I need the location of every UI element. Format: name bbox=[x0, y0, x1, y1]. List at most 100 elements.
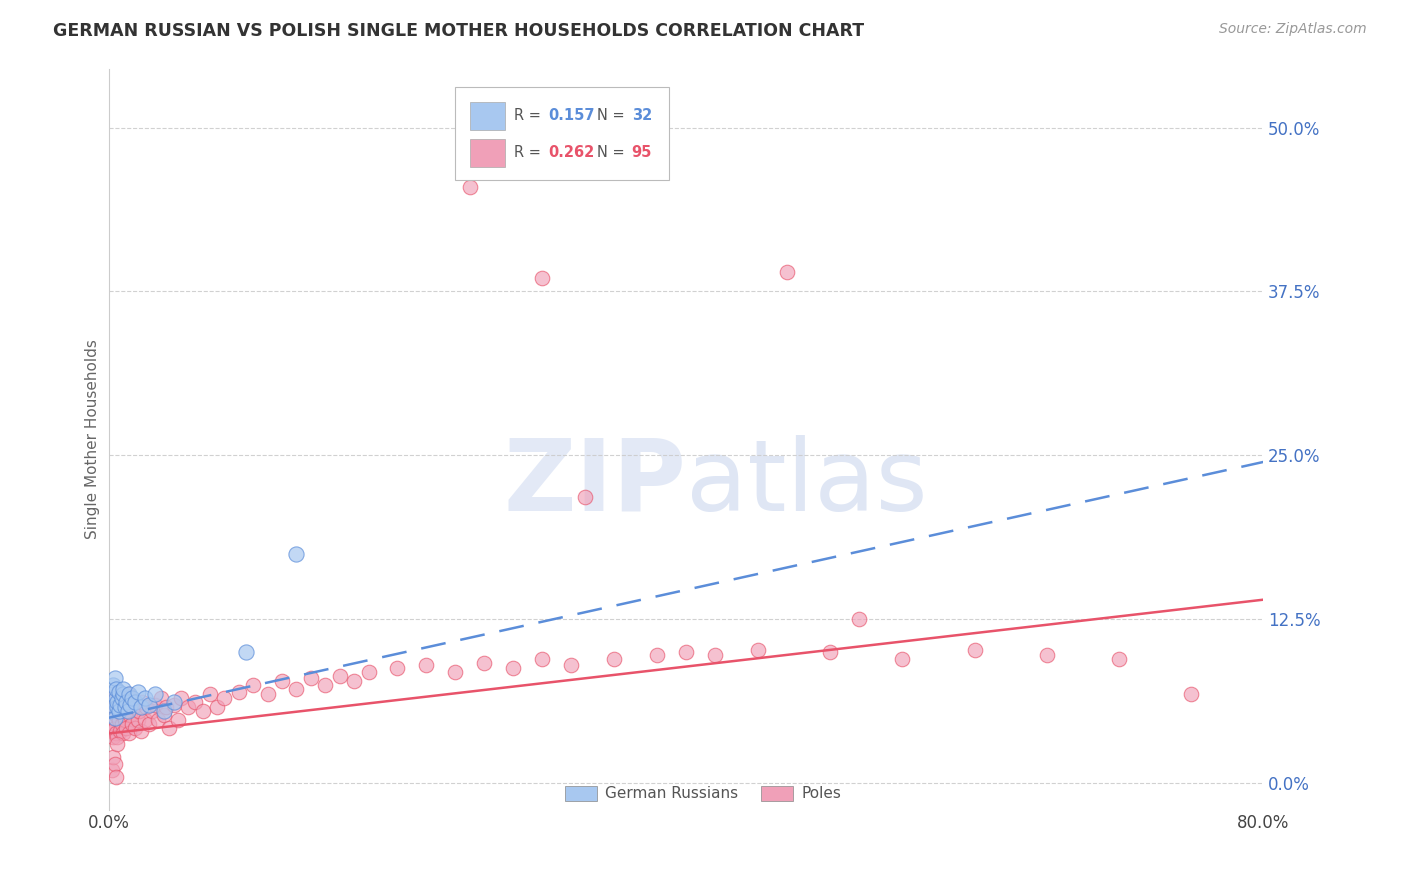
Point bbox=[103, 711, 125, 725]
Point bbox=[101, 750, 124, 764]
Point bbox=[1180, 687, 1202, 701]
Point bbox=[104, 726, 127, 740]
Point bbox=[118, 726, 141, 740]
Text: atlas: atlas bbox=[686, 435, 928, 532]
Point bbox=[235, 645, 257, 659]
Point bbox=[157, 721, 180, 735]
Text: N =: N = bbox=[598, 145, 630, 161]
Point bbox=[329, 669, 352, 683]
Point bbox=[128, 704, 150, 718]
Point bbox=[112, 708, 135, 723]
Point bbox=[104, 681, 127, 696]
Point bbox=[120, 708, 142, 723]
Point bbox=[101, 691, 124, 706]
Point bbox=[117, 687, 139, 701]
Point bbox=[120, 691, 142, 706]
Point bbox=[848, 612, 870, 626]
Point bbox=[111, 717, 134, 731]
Point bbox=[103, 700, 125, 714]
Point bbox=[357, 665, 380, 679]
Point bbox=[107, 731, 129, 745]
Point bbox=[125, 698, 148, 712]
Point bbox=[205, 700, 228, 714]
Point bbox=[256, 687, 278, 701]
Point bbox=[415, 658, 437, 673]
Point bbox=[110, 723, 132, 738]
Point bbox=[143, 687, 166, 701]
Point bbox=[103, 721, 125, 735]
FancyBboxPatch shape bbox=[456, 87, 669, 179]
Point bbox=[101, 711, 124, 725]
Point bbox=[343, 673, 366, 688]
Point bbox=[152, 708, 174, 723]
Point bbox=[184, 695, 207, 709]
Point bbox=[747, 642, 769, 657]
Point bbox=[108, 704, 131, 718]
Point bbox=[112, 681, 135, 696]
Point bbox=[134, 691, 156, 706]
Point bbox=[108, 684, 131, 698]
Point bbox=[242, 678, 264, 692]
Point bbox=[820, 645, 842, 659]
Point bbox=[98, 717, 121, 731]
Point bbox=[458, 179, 481, 194]
Point bbox=[198, 687, 221, 701]
Point bbox=[530, 271, 553, 285]
Point bbox=[108, 704, 131, 718]
Point bbox=[530, 651, 553, 665]
Bar bbox=[470, 102, 505, 130]
Point bbox=[138, 698, 160, 712]
Point bbox=[163, 695, 186, 709]
Point bbox=[703, 648, 725, 662]
Point bbox=[121, 717, 143, 731]
Point bbox=[645, 648, 668, 662]
Point bbox=[963, 642, 986, 657]
Point bbox=[103, 756, 125, 771]
Point bbox=[100, 698, 122, 712]
Point bbox=[120, 698, 142, 712]
Point bbox=[1108, 651, 1130, 665]
Point bbox=[117, 704, 139, 718]
Point bbox=[675, 645, 697, 659]
Point bbox=[115, 721, 138, 735]
Y-axis label: Single Mother Households: Single Mother Households bbox=[86, 339, 100, 539]
Point bbox=[560, 658, 582, 673]
Point bbox=[98, 704, 121, 718]
Bar bbox=[761, 786, 793, 801]
Point bbox=[107, 695, 129, 709]
Point bbox=[101, 678, 124, 692]
Point bbox=[112, 687, 135, 701]
Point bbox=[107, 737, 129, 751]
Point bbox=[228, 684, 250, 698]
Point bbox=[177, 700, 200, 714]
Point bbox=[776, 265, 799, 279]
Point bbox=[574, 491, 596, 505]
Point bbox=[103, 672, 125, 686]
Point bbox=[110, 698, 132, 712]
Point bbox=[110, 698, 132, 712]
Text: Source: ZipAtlas.com: Source: ZipAtlas.com bbox=[1219, 22, 1367, 37]
Point bbox=[115, 695, 138, 709]
Point bbox=[502, 661, 524, 675]
Point bbox=[444, 665, 467, 679]
Point bbox=[124, 695, 146, 709]
Point bbox=[170, 691, 193, 706]
Text: 95: 95 bbox=[631, 145, 652, 161]
Point bbox=[104, 687, 127, 701]
Text: R =: R = bbox=[515, 109, 546, 123]
Point bbox=[285, 547, 308, 561]
Point bbox=[104, 770, 127, 784]
Point bbox=[146, 714, 169, 728]
Text: GERMAN RUSSIAN VS POLISH SINGLE MOTHER HOUSEHOLDS CORRELATION CHART: GERMAN RUSSIAN VS POLISH SINGLE MOTHER H… bbox=[53, 22, 865, 40]
Point bbox=[114, 695, 136, 709]
Point bbox=[100, 763, 122, 777]
Point bbox=[285, 681, 308, 696]
Point bbox=[167, 714, 190, 728]
Text: ZIP: ZIP bbox=[503, 435, 686, 532]
Point bbox=[107, 695, 129, 709]
Point bbox=[117, 704, 139, 718]
Point bbox=[212, 691, 235, 706]
Point bbox=[134, 714, 156, 728]
Point bbox=[127, 714, 149, 728]
Point bbox=[101, 731, 124, 745]
